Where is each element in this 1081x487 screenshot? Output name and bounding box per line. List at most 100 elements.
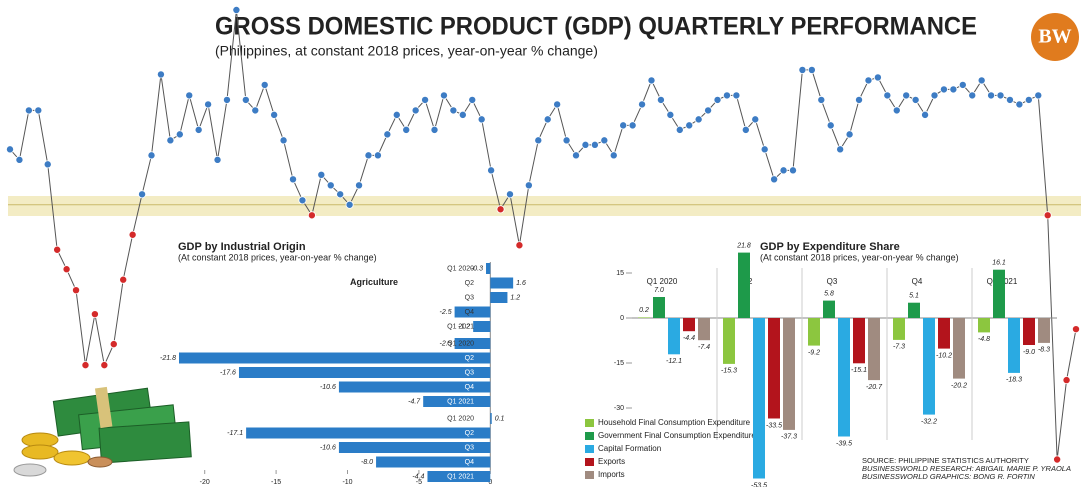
gdp-point — [6, 145, 14, 154]
gdp-point — [24, 106, 33, 115]
value-label: -15.1 — [851, 367, 867, 374]
gdp-point — [722, 91, 731, 100]
bar — [490, 292, 508, 303]
bar — [427, 471, 491, 482]
gdp-point — [572, 151, 581, 160]
value-label: -4.4 — [683, 335, 695, 342]
gdp-point — [449, 106, 458, 115]
gdp-point — [251, 106, 260, 115]
bar — [993, 269, 1005, 318]
gdp-point — [883, 91, 892, 100]
value-label: 21.8 — [736, 242, 751, 249]
bar — [738, 252, 750, 318]
gdp-point — [1005, 95, 1014, 104]
value-label: -17.1 — [227, 430, 243, 437]
gdp-point — [241, 95, 250, 104]
value-label: -20.7 — [866, 384, 883, 391]
gdp-point — [204, 100, 213, 109]
quarter-label: Q2 — [465, 355, 474, 362]
gdp-point — [128, 230, 137, 239]
quarter-label: Q3 — [465, 444, 474, 451]
value-label: -1.2 — [458, 323, 470, 330]
gdp-point — [317, 170, 326, 179]
gdp-point — [987, 91, 996, 100]
panel-subtitle: (At constant 2018 prices, year-on-year %… — [760, 252, 959, 262]
bar — [853, 318, 865, 364]
legend-label: Government Final Consumption Expenditure — [598, 431, 756, 440]
value-label: -7.3 — [893, 344, 905, 351]
gdp-point — [1043, 211, 1052, 220]
bar — [1038, 318, 1050, 343]
gdp-point — [760, 145, 769, 154]
bar — [938, 318, 950, 349]
gdp-point — [524, 181, 533, 190]
value-label: -33.5 — [766, 422, 782, 429]
gdp-point — [619, 121, 628, 130]
x-tick-label: -10 — [342, 479, 352, 486]
bar — [1008, 318, 1020, 373]
value-label: 0.2 — [639, 307, 649, 314]
gdp-point — [166, 136, 175, 145]
quarter-label: Q4 — [465, 309, 474, 316]
gdp-point — [770, 175, 779, 184]
legend-swatch — [585, 432, 594, 440]
gdp-point — [666, 110, 675, 119]
gdp-point — [185, 91, 194, 100]
gdp-point — [562, 136, 571, 145]
gdp-point — [364, 151, 373, 160]
gdp-point — [90, 310, 99, 319]
gdp-point — [892, 106, 901, 115]
gdp-point — [939, 85, 948, 94]
gdp-point — [307, 211, 316, 220]
gdp-point — [553, 100, 562, 109]
gdp-point — [222, 95, 231, 104]
bar — [473, 321, 491, 332]
gdp-point — [439, 91, 448, 100]
gdp-point — [81, 361, 90, 370]
quarter-label: Q2 — [465, 280, 474, 287]
gdp-point — [798, 65, 807, 74]
gdp-point — [902, 91, 911, 100]
x-tick-label: 0 — [488, 479, 492, 486]
gdp-point — [921, 110, 930, 119]
gdp-point — [289, 175, 298, 184]
quarter-label: Q3 — [465, 369, 474, 376]
bar — [838, 318, 850, 437]
y-tick-label: 0 — [620, 315, 624, 322]
bar — [1023, 318, 1035, 345]
quarter-label: Q1 2021 — [447, 473, 474, 480]
legend-swatch — [585, 471, 594, 479]
x-tick-label: -5 — [416, 479, 422, 486]
panel-subtitle: (At constant 2018 prices, year-on-year %… — [178, 252, 377, 262]
group-label: Q1 2020 — [647, 277, 678, 286]
value-label: -10.6 — [320, 384, 336, 391]
gdp-point — [732, 91, 741, 100]
gdp-point — [996, 91, 1005, 100]
gdp-point — [977, 76, 986, 85]
gdp-point — [458, 110, 467, 119]
gdp-point — [873, 73, 882, 82]
value-label: -39.5 — [836, 440, 852, 447]
gdp-point — [260, 80, 269, 89]
quarter-label: Q4 — [465, 459, 474, 466]
gdp-point — [751, 115, 760, 124]
value-label: -10.6 — [320, 444, 336, 451]
panel-title: GDP by Industrial Origin — [178, 241, 306, 253]
gdp-point — [600, 136, 609, 145]
sector-label: Agriculture — [350, 277, 398, 287]
gdp-point — [392, 110, 401, 119]
value-label: -32.2 — [921, 418, 937, 425]
bar — [246, 427, 491, 439]
bar — [683, 318, 695, 332]
bar — [823, 300, 835, 318]
bar — [178, 352, 491, 364]
legend-label: Exports — [598, 457, 625, 466]
value-label: 5.1 — [909, 293, 919, 300]
bar — [423, 396, 491, 407]
legend-label: Imports — [598, 470, 625, 479]
gdp-point — [326, 181, 335, 190]
bar — [908, 302, 920, 318]
gdp-point — [43, 160, 52, 169]
bar — [868, 318, 880, 381]
value-label: -37.3 — [781, 434, 797, 441]
